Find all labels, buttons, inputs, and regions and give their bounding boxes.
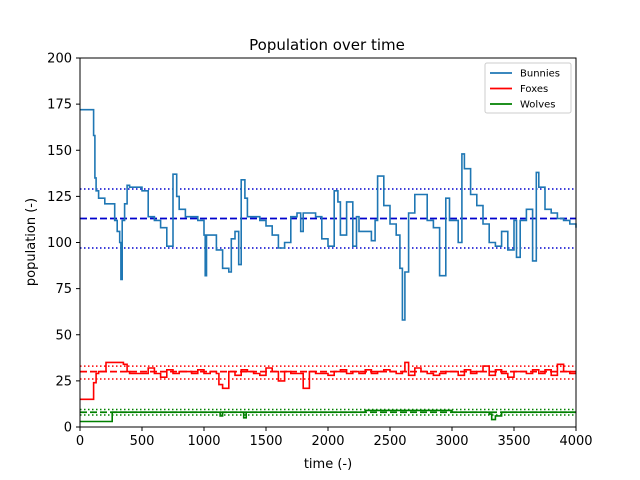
chart-title: Population over time (249, 36, 405, 54)
series-line-wolves (80, 409, 576, 423)
x-tick-label: 4000 (559, 434, 592, 449)
x-tick-label: 3500 (497, 434, 530, 449)
y-tick-label: 200 (47, 52, 72, 67)
legend: Bunnies Foxes Wolves (484, 62, 572, 114)
x-axis-label: time (-) (304, 457, 352, 472)
series-line-foxes (80, 361, 576, 401)
y-tick-label: 75 (55, 282, 72, 297)
y-tick-label: 25 (55, 374, 72, 389)
legend-box (484, 62, 572, 114)
y-axis-ticks: 0 25 50 75 100 125 150 175 200 (47, 52, 80, 436)
y-tick-label: 125 (47, 190, 72, 205)
series-lines (80, 108, 577, 423)
y-tick-label: 50 (55, 328, 72, 343)
x-tick-label: 2500 (373, 434, 406, 449)
y-tick-label: 0 (64, 421, 72, 436)
x-tick-label: 0 (76, 434, 84, 449)
y-tick-label: 100 (47, 236, 72, 251)
y-axis-label: population (-) (24, 198, 39, 286)
x-tick-label: 1000 (187, 434, 220, 449)
x-tick-label: 2000 (311, 434, 344, 449)
x-tick-label: 1500 (249, 434, 282, 449)
legend-label-foxes: Foxes (520, 84, 548, 95)
legend-label-wolves: Wolves (520, 100, 555, 111)
y-tick-label: 175 (47, 98, 72, 113)
y-tick-label: 150 (47, 144, 72, 159)
x-axis-ticks: 0 500 1000 1500 2000 2500 3000 3500 4000 (76, 427, 593, 449)
x-tick-label: 500 (130, 434, 155, 449)
series-line-bunnies (80, 108, 577, 321)
x-tick-label: 3000 (435, 434, 468, 449)
reference-lines (80, 188, 576, 416)
legend-label-bunnies: Bunnies (520, 69, 560, 80)
